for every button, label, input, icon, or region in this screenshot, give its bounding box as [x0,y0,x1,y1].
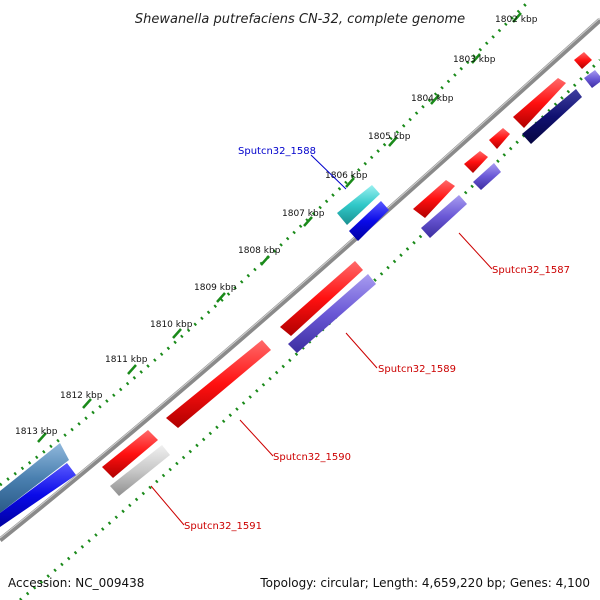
scale-tick [82,398,92,409]
accession-text: Accession: NC_009438 [8,576,145,590]
scale-tick [127,364,137,375]
gene-label-1589[interactable]: Sputcn32_1589 [378,364,456,375]
callout-line [150,485,185,526]
tick-label: 1810 kbp [150,320,193,330]
gene-arrow-1591-rev[interactable] [110,445,170,496]
scale-tick [430,94,440,105]
scale-tick [37,432,47,443]
gene-arrow-1589[interactable] [280,261,363,336]
scale-tick [471,53,481,64]
gene-arrow[interactable] [0,443,69,513]
gene-arrow[interactable] [349,201,389,241]
tick-label: 1809 kbp [194,283,237,293]
topology-text: Topology: circular; Length: 4,659,220 bp… [260,576,590,590]
scale-tick [216,292,226,303]
gene-arrow-1588[interactable] [337,185,380,225]
gene-label-1590[interactable]: Sputcn32_1590 [273,452,351,463]
callout-line [345,332,378,369]
scale-tick [260,255,270,266]
gene-arrow-1589-rev[interactable] [288,274,376,353]
tick-label: 1813 kbp [15,427,58,437]
tick-label: 1803 kbp [453,55,496,65]
scale-tick [172,328,182,339]
gene-label-1591[interactable]: Sputcn32_1591 [184,521,262,532]
tick-label: 1804 kbp [411,94,454,104]
scale-ticks [37,12,522,443]
gene-arrow-1587[interactable] [413,180,455,218]
tick-label: 1806 kbp [325,171,368,181]
gene-arrow[interactable] [489,128,510,149]
gene-label-1588[interactable]: Sputcn32_1588 [238,146,316,157]
callout-lines [150,154,493,526]
gene-arrow[interactable] [574,52,592,69]
scale-dotted-line [0,0,532,487]
gene-arrow[interactable] [584,70,600,88]
map-title: Shewanella putrefaciens CN-32, complete … [135,12,465,27]
tick-label: 1802 kbp [495,15,538,25]
gene-arrow[interactable] [513,78,566,128]
gene-arrow[interactable] [522,89,582,144]
tick-label: 1812 kbp [60,391,103,401]
upper-genes [0,185,389,527]
callout-line [239,419,274,457]
gene-arrow[interactable] [473,163,501,190]
gene-arrow-1591[interactable] [102,430,158,478]
gene-arrow-1587-rev[interactable] [421,195,467,238]
forward-genes [102,52,592,478]
scale-tick [388,136,398,147]
scale-tick-labels: 1802 kbp 1803 kbp 1804 kbp 1805 kbp 1806… [15,15,538,437]
tick-label: 1808 kbp [238,246,281,256]
tick-label: 1805 kbp [368,132,411,142]
gene-arrow[interactable] [464,151,488,173]
gene-arrow[interactable] [0,463,76,527]
tick-label: 1807 kbp [282,209,325,219]
tick-label: 1811 kbp [105,355,148,365]
scale-tick [345,177,355,188]
genome-backbone [0,18,600,542]
gene-labels: Sputcn32_1588 Sputcn32_1587 Sputcn32_158… [184,146,570,532]
callout-line [310,154,347,190]
reverse-genes [110,70,600,496]
scale-tick [512,12,522,23]
genome-backbone-highlight [0,17,600,539]
gene-arrow-1590[interactable] [166,340,271,428]
gene-label-1587[interactable]: Sputcn32_1587 [492,265,570,276]
scale-tick [303,216,313,227]
callout-line [458,232,493,270]
